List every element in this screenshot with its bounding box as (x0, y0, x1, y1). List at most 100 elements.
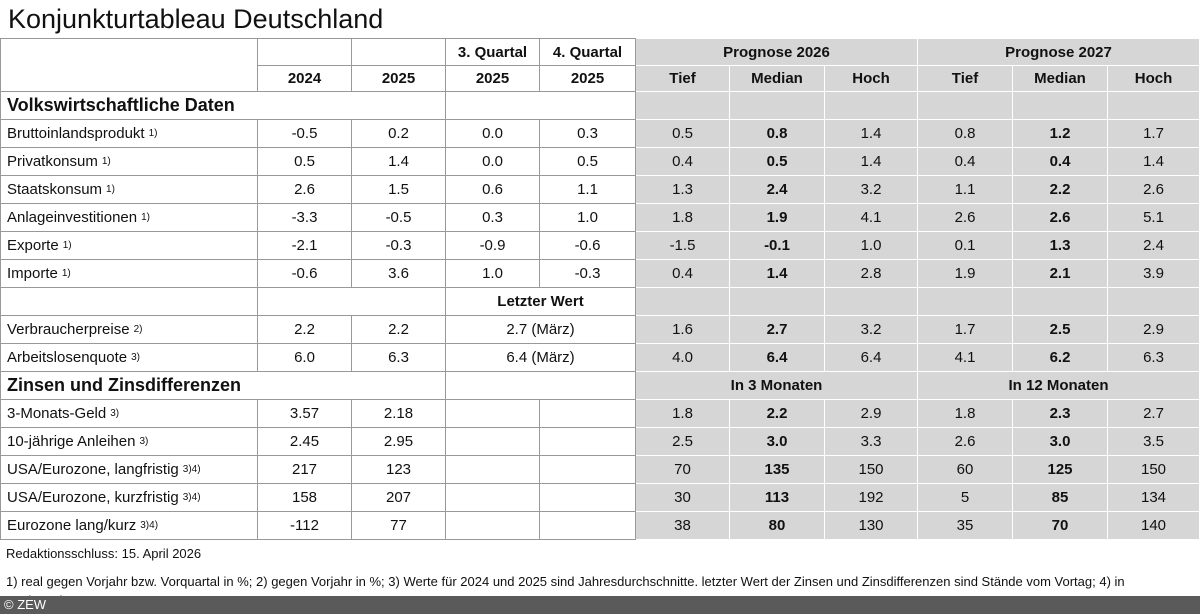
value-cell: 1.7 (1108, 120, 1200, 148)
row-label: Bruttoinlandsprodukt 1) (0, 120, 258, 148)
value-cell: 1.9 (730, 204, 825, 232)
value-cell: -0.3 (540, 260, 636, 288)
value-cell: 0.5 (258, 148, 352, 176)
value-cell: 70 (636, 456, 730, 484)
value-cell: 113 (730, 484, 825, 512)
row-label: Eurozone lang/kurz 3)4) (0, 512, 258, 540)
value-cell: 0.4 (918, 148, 1013, 176)
row-label: Exporte 1) (0, 232, 258, 260)
footnote-ref: 1) (61, 268, 71, 279)
value-cell: 192 (825, 484, 918, 512)
value-cell: 2.1 (1013, 260, 1108, 288)
value-cell: 0.8 (730, 120, 825, 148)
value-cell: 2.6 (1013, 204, 1108, 232)
subheader: Letzter Wert (446, 288, 636, 316)
row-label-text: Arbeitslosenquote (7, 349, 128, 366)
value-cell: 2.4 (1108, 232, 1200, 260)
cell (1013, 288, 1108, 316)
row-label: 3-Monats-Geld 3) (0, 400, 258, 428)
value-cell (540, 428, 636, 456)
row-label: USA/Eurozone, langfristig 3)4) (0, 456, 258, 484)
cell (825, 288, 918, 316)
value-cell: 1.4 (352, 148, 446, 176)
row-label: Arbeitslosenquote 3) (0, 344, 258, 372)
title: Konjunkturtableau Deutschland (8, 4, 384, 34)
header-cell: Hoch (825, 66, 918, 92)
value-cell: 0.0 (446, 148, 540, 176)
value-cell: 2.7 (März) (446, 316, 636, 344)
value-cell: 1.2 (1013, 120, 1108, 148)
value-cell: 3.57 (258, 400, 352, 428)
value-cell (446, 512, 540, 540)
header-cell: 2025 (446, 66, 540, 92)
header-cell: Tief (636, 66, 730, 92)
value-cell: 38 (636, 512, 730, 540)
value-cell: 5 (918, 484, 1013, 512)
value-cell: -3.3 (258, 204, 352, 232)
value-cell: 6.4 (730, 344, 825, 372)
value-cell: 2.4 (730, 176, 825, 204)
value-cell: 1.1 (918, 176, 1013, 204)
value-cell: 2.6 (1108, 176, 1200, 204)
section-label: Zinsen und Zinsdifferenzen (0, 372, 446, 400)
value-cell: 135 (730, 456, 825, 484)
value-cell: 217 (258, 456, 352, 484)
value-cell: 0.4 (1013, 148, 1108, 176)
value-cell: 3.0 (730, 428, 825, 456)
cell (1108, 92, 1200, 120)
value-cell: 0.0 (446, 120, 540, 148)
value-cell: 1.3 (1013, 232, 1108, 260)
cell (446, 372, 636, 400)
value-cell (540, 512, 636, 540)
section-header: In 12 Monaten (918, 372, 1200, 400)
value-cell: 1.5 (352, 176, 446, 204)
value-cell: 3.2 (825, 316, 918, 344)
row-label-text: Bruttoinlandsprodukt (7, 125, 145, 142)
value-cell: 2.2 (258, 316, 352, 344)
value-cell: 77 (352, 512, 446, 540)
header-cell: Prognose 2026 (636, 38, 918, 66)
value-cell: 140 (1108, 512, 1200, 540)
value-cell: 30 (636, 484, 730, 512)
row-label-text: Verbraucherpreise (7, 321, 130, 338)
header-cell: Prognose 2027 (918, 38, 1200, 66)
value-cell: -112 (258, 512, 352, 540)
value-cell: 3.2 (825, 176, 918, 204)
value-cell (540, 400, 636, 428)
value-cell: -0.6 (258, 260, 352, 288)
value-cell: 0.5 (636, 120, 730, 148)
value-cell (446, 484, 540, 512)
footnote-ref: 3) (131, 352, 140, 363)
value-cell: -0.9 (446, 232, 540, 260)
value-cell: 0.1 (918, 232, 1013, 260)
value-cell: 130 (825, 512, 918, 540)
value-cell: 2.18 (352, 400, 446, 428)
row-label: USA/Eurozone, kurzfristig 3)4) (0, 484, 258, 512)
value-cell: 0.5 (540, 148, 636, 176)
footnote-ref: 1) (106, 184, 115, 195)
header-cell: Median (730, 66, 825, 92)
value-cell: 2.45 (258, 428, 352, 456)
value-cell: 70 (1013, 512, 1108, 540)
cell (918, 92, 1013, 120)
value-cell: 1.4 (1108, 148, 1200, 176)
value-cell: -0.3 (352, 232, 446, 260)
value-cell: 3.6 (352, 260, 446, 288)
value-cell: 0.2 (352, 120, 446, 148)
row-label: Staatskonsum 1) (0, 176, 258, 204)
value-cell: 2.9 (825, 400, 918, 428)
editorial-deadline: Redaktionsschluss: 15. April 2026 (6, 546, 202, 561)
value-cell: 3.9 (1108, 260, 1200, 288)
value-cell: 6.3 (1108, 344, 1200, 372)
cell (730, 288, 825, 316)
footnote-ref: 1) (148, 128, 158, 139)
value-cell: 3.3 (825, 428, 918, 456)
header-cell: 3. Quartal (446, 38, 540, 66)
value-cell: 6.4 (825, 344, 918, 372)
footnote-ref: 1) (62, 240, 72, 251)
value-cell: 0.3 (540, 120, 636, 148)
footnote-ref: 2) (133, 324, 143, 335)
value-cell: 4.1 (918, 344, 1013, 372)
value-cell: 2.7 (730, 316, 825, 344)
